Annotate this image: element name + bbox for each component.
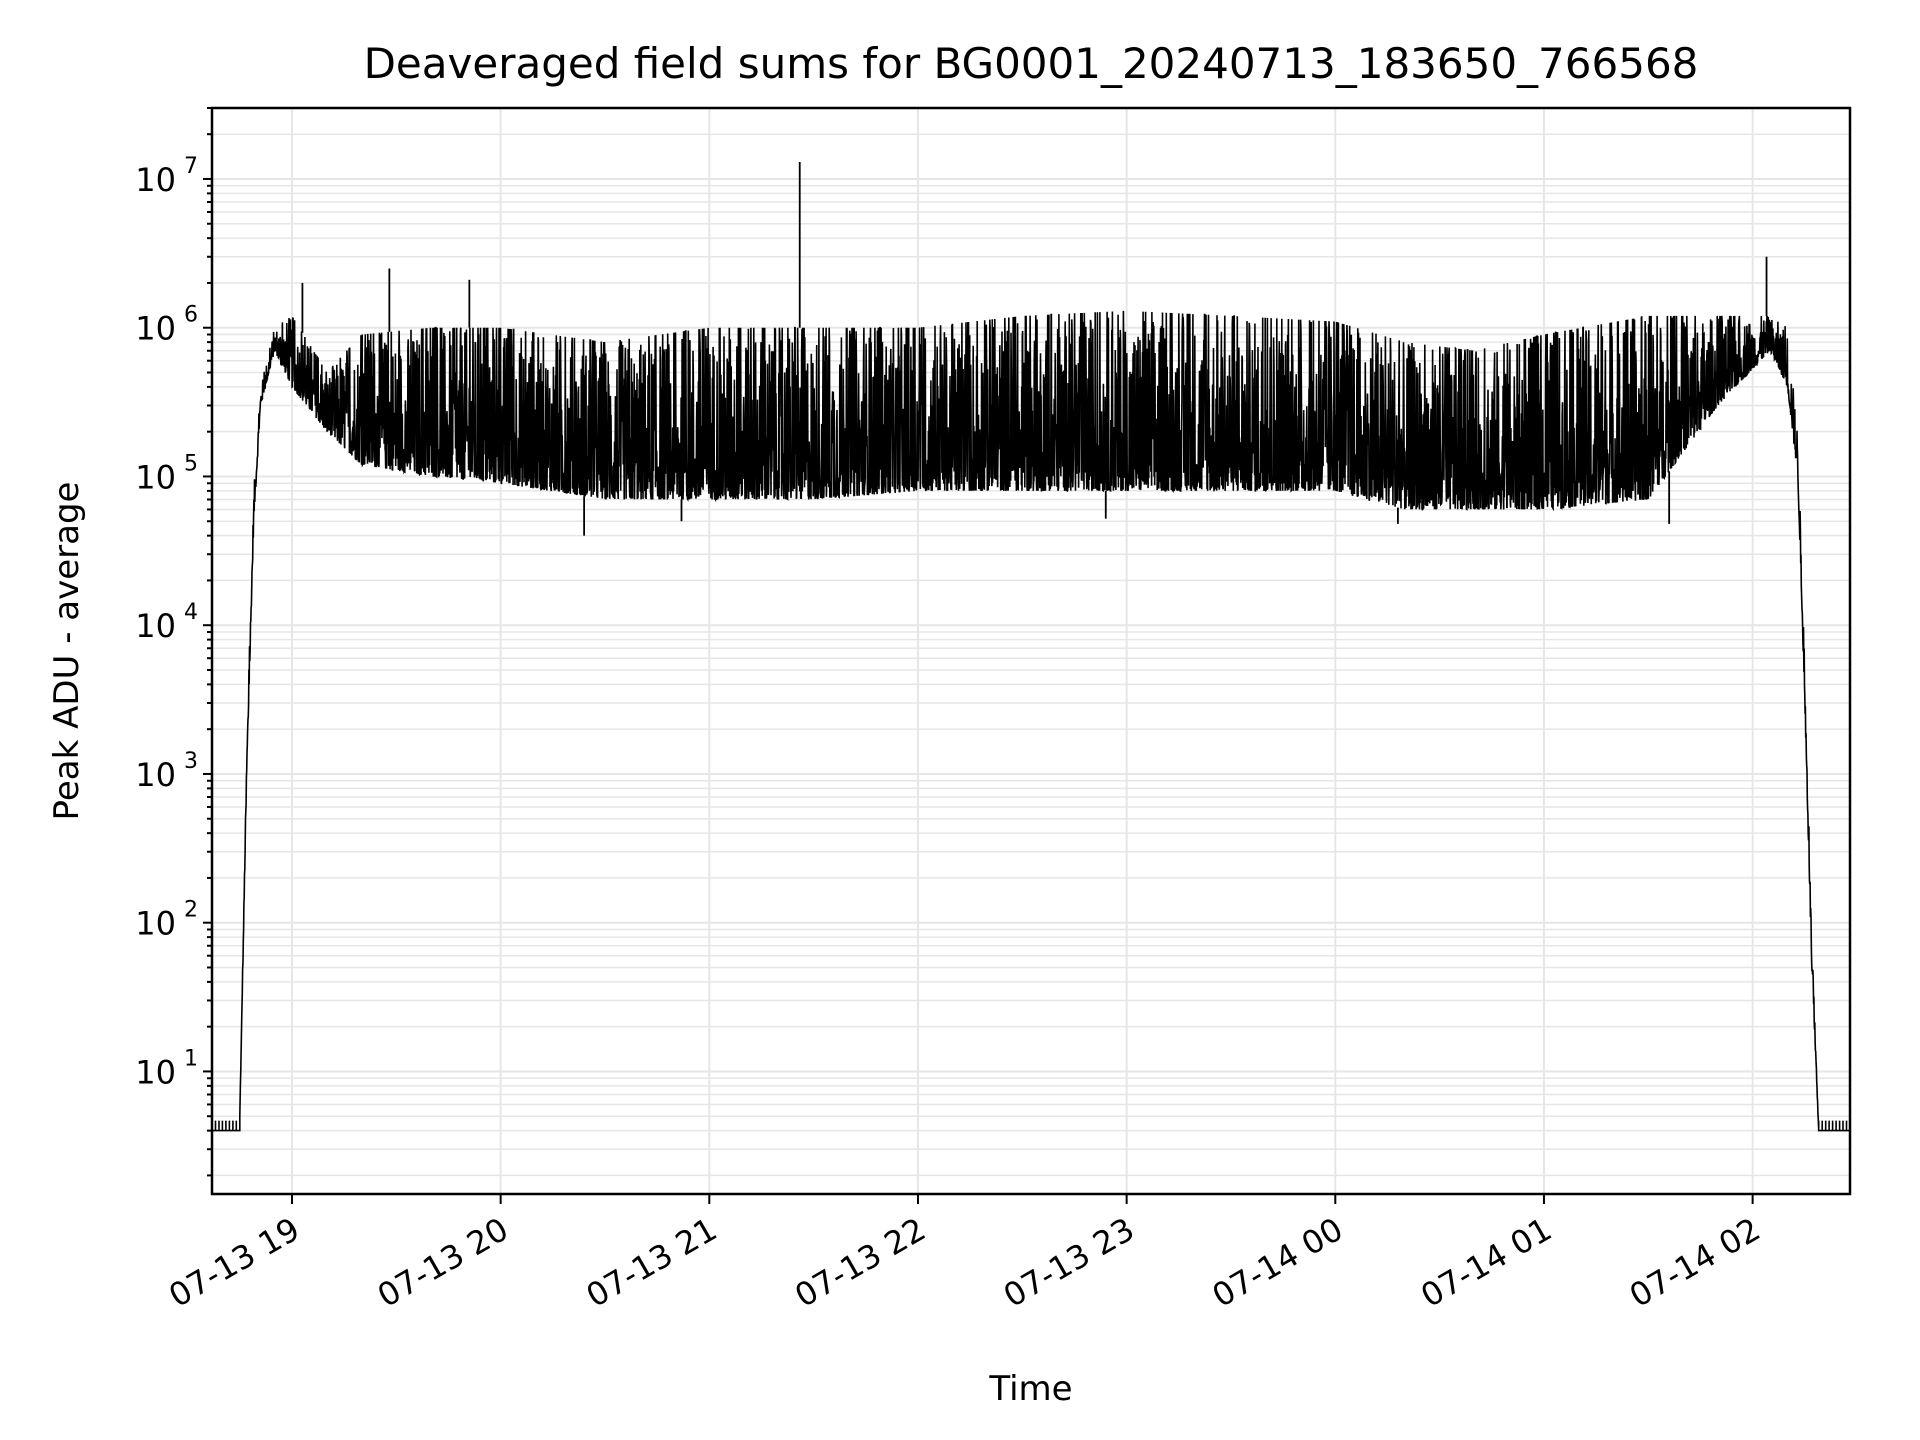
y-tick-exponent: 4 (184, 600, 198, 625)
y-tick-exponent: 2 (184, 898, 198, 923)
y-tick-base: 10 (135, 607, 176, 645)
y-tick-base: 10 (135, 310, 176, 348)
series-layer (211, 162, 1851, 1132)
y-tick-base: 10 (135, 1053, 176, 1091)
series-line (211, 310, 1851, 1132)
x-tick-label: 07-14 02 (1623, 1210, 1767, 1315)
x-tick-label: 07-13 20 (371, 1210, 515, 1315)
chart-title: Deaveraged field sums for BG0001_2024071… (364, 39, 1699, 88)
y-tick-exponent: 1 (184, 1046, 198, 1071)
x-tick-label: 07-13 21 (580, 1210, 724, 1315)
grid (212, 107, 1850, 1194)
x-tick-label: 07-13 19 (162, 1210, 306, 1315)
x-tick-label: 07-14 00 (1206, 1210, 1350, 1315)
y-tick-label: 10 (135, 607, 176, 645)
y-tick-exponent: 6 (184, 303, 198, 328)
y-tick-base: 10 (135, 756, 176, 794)
y-tick-base: 10 (135, 905, 176, 943)
y-tick-label: 10 (135, 1053, 176, 1091)
x-tick-label: 07-14 01 (1414, 1210, 1558, 1315)
y-tick-label: 10 (135, 756, 176, 794)
y-tick-exponent: 5 (184, 451, 198, 476)
y-tick-label: 10 (135, 458, 176, 496)
y-tick-label: 10 (135, 161, 176, 199)
y-tick-base: 10 (135, 458, 176, 496)
plot-frame (210, 106, 1852, 1196)
y-tick-label: 10 (135, 905, 176, 943)
x-tick-label: 07-13 23 (997, 1210, 1141, 1315)
y-tick-base: 10 (135, 161, 176, 199)
y-tick-exponent: 7 (184, 154, 198, 179)
y-tick-label: 10 (135, 310, 176, 348)
x-tick-label: 07-13 22 (788, 1210, 932, 1315)
tick-layer: 10 1 10 2 10 3 10 4 10 5 10 6 10 7 07-13 19 07-13 20 07-… (135, 107, 1767, 1315)
y-axis-label: Peak ADU - average (47, 482, 87, 821)
x-axis-label: Time (988, 1369, 1072, 1409)
y-tick-exponent: 3 (184, 749, 198, 774)
